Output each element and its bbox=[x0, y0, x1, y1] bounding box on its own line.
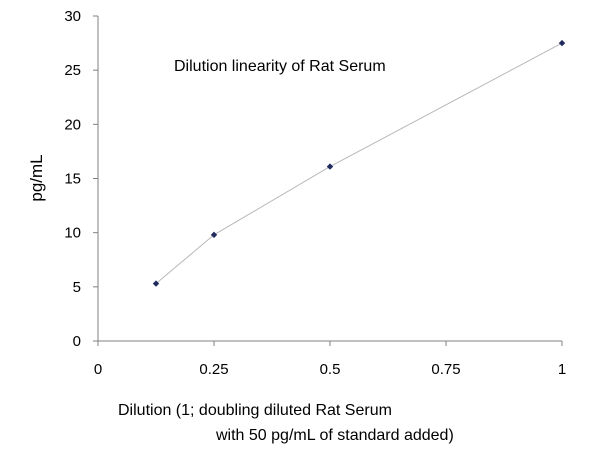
y-tick-label: 20 bbox=[64, 116, 81, 133]
y-tick-label: 30 bbox=[64, 8, 81, 25]
x-tick-label: 0.5 bbox=[320, 361, 341, 378]
y-tick-label: 25 bbox=[64, 62, 81, 79]
data-point bbox=[326, 163, 334, 170]
x-tick-label: 0.25 bbox=[199, 361, 228, 378]
data-point bbox=[210, 231, 218, 239]
x-axis-title-line1: Dilution (1; doubling diluted Rat Serum bbox=[118, 402, 392, 419]
x-tick-label: 0 bbox=[94, 361, 102, 378]
series-line bbox=[155, 42, 563, 284]
chart-title: Dilution linearity of Rat Serum bbox=[174, 58, 386, 75]
data-point bbox=[152, 280, 160, 287]
series-group bbox=[152, 39, 566, 287]
y-tick-label: 0 bbox=[73, 333, 81, 350]
x-axis-title-line2: with 50 pg/mL of standard added) bbox=[215, 427, 454, 444]
y-tick-labels: 0 5 10 15 20 25 30 bbox=[64, 8, 98, 350]
data-point bbox=[558, 39, 566, 47]
y-tick-label: 5 bbox=[73, 279, 81, 296]
y-axis-title: pg/mL bbox=[27, 154, 46, 201]
y-tick-label: 15 bbox=[64, 171, 81, 188]
x-tick-label: 0.75 bbox=[431, 361, 460, 378]
y-tick-label: 10 bbox=[64, 225, 81, 242]
x-tick-label: 1 bbox=[558, 361, 566, 378]
x-tick-labels: 0 0.25 0.5 0.75 1 bbox=[94, 341, 566, 378]
